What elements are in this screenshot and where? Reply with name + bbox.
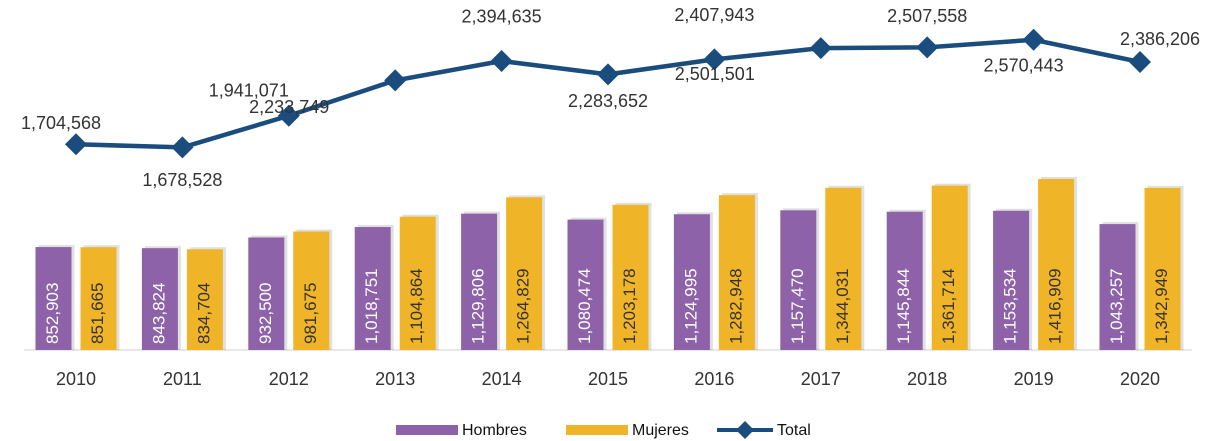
line-marker — [597, 63, 619, 86]
line-value-label: 1,704,568 — [21, 113, 101, 133]
bar — [612, 204, 649, 350]
bar-value-label: 1,124,995 — [681, 268, 700, 344]
bar-value-label: 981,675 — [301, 283, 320, 344]
line-marker — [384, 69, 407, 92]
bar-value-label: 1,361,714 — [939, 268, 958, 344]
bar — [1144, 187, 1181, 350]
bar — [673, 214, 710, 350]
bar-value-label: 1,104,864 — [407, 268, 426, 344]
x-tick-label: 2011 — [163, 369, 202, 389]
bar — [186, 249, 223, 350]
bar-value-label: 1,344,031 — [833, 268, 852, 344]
bar — [354, 227, 391, 350]
line-value-label: 2,507,558 — [887, 6, 967, 26]
bar-value-label: 851,665 — [88, 283, 107, 344]
legend-swatch — [566, 425, 628, 435]
bar-value-label: 1,264,829 — [514, 268, 533, 344]
line-value-label: 2,394,635 — [462, 7, 542, 27]
bar-value-label: 1,203,178 — [620, 268, 639, 344]
bar — [141, 248, 178, 350]
bar-value-label: 1,342,949 — [1152, 268, 1171, 344]
x-tick-label: 2013 — [375, 369, 415, 389]
bar-value-label: 1,153,534 — [1001, 268, 1020, 344]
line-value-label: 2,501,501 — [675, 64, 755, 84]
line-value-label: 2,570,443 — [984, 56, 1064, 76]
bar — [780, 210, 817, 350]
legend-swatch — [396, 425, 458, 435]
x-tick-label: 2019 — [1014, 369, 1054, 389]
x-tick-label: 2014 — [482, 369, 522, 389]
bar — [80, 247, 117, 350]
bar-value-label: 1,043,257 — [1107, 268, 1126, 344]
line-value-label: 1,941,071 — [209, 80, 289, 100]
bar-value-label: 852,903 — [43, 283, 62, 344]
line-marker — [1022, 28, 1045, 51]
x-tick-label: 2016 — [694, 369, 734, 389]
bar — [506, 197, 543, 350]
line-marker — [809, 37, 832, 60]
bar — [931, 185, 968, 350]
bar-value-label: 1,018,751 — [362, 268, 381, 344]
legend-label: Total — [777, 422, 811, 439]
x-tick-label: 2018 — [907, 369, 947, 389]
legend-label: Mujeres — [632, 422, 689, 439]
x-tick-label: 2017 — [801, 369, 841, 389]
bar — [718, 195, 755, 350]
x-tick-label: 2020 — [1120, 369, 1160, 389]
line-value-label: 2,283,652 — [568, 91, 648, 111]
line-marker — [171, 136, 194, 159]
bar-value-label: 1,157,470 — [788, 268, 807, 344]
line-marker — [703, 48, 726, 71]
bar-value-label: 1,129,806 — [469, 268, 488, 344]
line-marker — [916, 36, 939, 59]
bar-value-label: 834,704 — [194, 283, 213, 344]
line-value-label: 2,233,749 — [249, 97, 329, 117]
bar — [248, 237, 285, 350]
line-marker — [1129, 51, 1151, 74]
bar — [35, 247, 72, 350]
bar-value-label: 1,080,474 — [575, 268, 594, 344]
bar — [293, 231, 330, 350]
bar — [567, 219, 604, 350]
line-value-label: 1,678,528 — [142, 170, 222, 190]
line-value-label: 2,407,943 — [674, 5, 754, 25]
bar — [461, 213, 498, 350]
bar-value-label: 843,824 — [149, 283, 168, 344]
line-marker — [490, 49, 513, 72]
bar-value-label: 932,500 — [256, 283, 275, 344]
bar — [1099, 224, 1136, 350]
bar — [1038, 178, 1075, 350]
bar-value-label: 1,416,909 — [1046, 268, 1065, 344]
line-marker — [65, 133, 87, 156]
bar — [825, 187, 862, 350]
bar-value-label: 1,145,844 — [894, 268, 913, 344]
bar-value-label: 1,282,948 — [726, 268, 745, 344]
x-tick-label: 2010 — [56, 369, 96, 389]
bar — [886, 211, 923, 350]
x-tick-label: 2012 — [269, 369, 309, 389]
bar — [993, 210, 1030, 350]
line-value-label: 2,386,206 — [1120, 29, 1200, 49]
line-marker — [277, 104, 300, 127]
x-tick-label: 2015 — [588, 369, 628, 389]
legend-label: Hombres — [462, 422, 527, 439]
bar — [399, 216, 436, 350]
legend-marker — [736, 421, 754, 439]
